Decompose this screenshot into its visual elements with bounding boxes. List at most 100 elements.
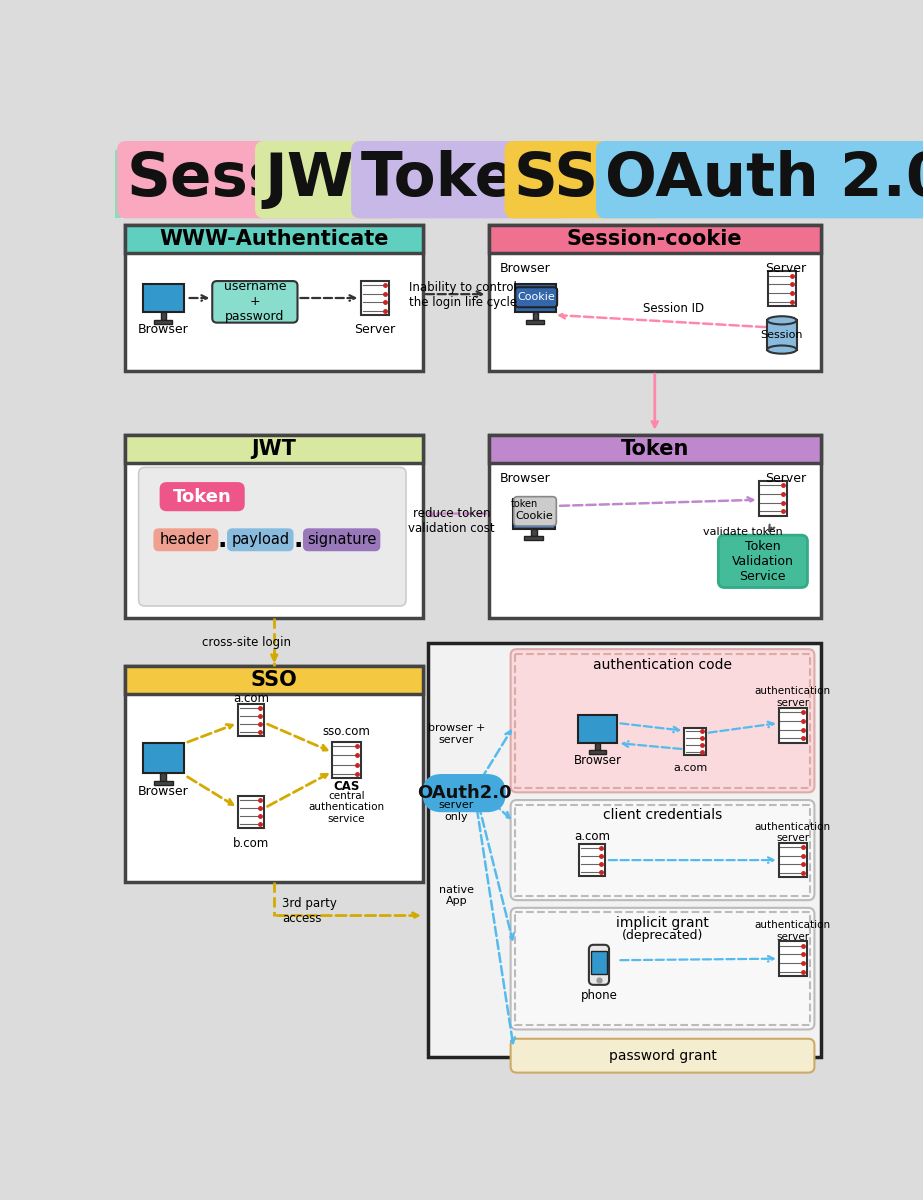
Bar — [161, 774, 166, 781]
FancyBboxPatch shape — [515, 287, 557, 307]
Text: Browser: Browser — [499, 472, 550, 485]
Text: authentication
server: authentication server — [755, 822, 831, 844]
Bar — [767, 320, 797, 349]
Bar — [515, 912, 809, 1025]
Text: Session ID: Session ID — [642, 302, 704, 314]
Text: CAS: CAS — [333, 780, 360, 793]
Bar — [578, 715, 617, 743]
Ellipse shape — [767, 317, 797, 324]
Text: header: header — [160, 533, 211, 547]
Bar — [526, 319, 545, 324]
FancyBboxPatch shape — [510, 908, 814, 1030]
Bar — [515, 283, 556, 312]
Text: Browser: Browser — [138, 785, 189, 798]
Bar — [125, 436, 423, 463]
Bar — [580, 845, 605, 876]
Text: a.com: a.com — [233, 691, 269, 704]
Text: Inability to control
the login life cycle: Inability to control the login life cycl… — [409, 281, 517, 310]
Bar — [779, 708, 807, 743]
FancyBboxPatch shape — [424, 775, 505, 811]
Bar — [125, 224, 423, 371]
Text: Browser: Browser — [499, 262, 550, 275]
Text: Session: Session — [761, 330, 803, 340]
Text: ⛹: ⛹ — [689, 193, 701, 211]
FancyBboxPatch shape — [514, 497, 557, 526]
Bar — [592, 950, 606, 974]
Text: Server: Server — [765, 472, 807, 485]
Text: token: token — [511, 499, 538, 509]
FancyBboxPatch shape — [589, 944, 609, 985]
Text: SSO: SSO — [250, 670, 297, 690]
Text: b.com: b.com — [233, 838, 270, 850]
Text: SSO: SSO — [514, 150, 651, 209]
Text: Session: Session — [126, 150, 390, 209]
Text: browser +
server: browser + server — [427, 724, 485, 745]
Text: Token: Token — [360, 150, 560, 209]
Text: implicit grant: implicit grant — [616, 917, 709, 930]
FancyBboxPatch shape — [304, 529, 379, 551]
Bar — [531, 528, 537, 536]
Bar — [515, 654, 809, 787]
Text: Token: Token — [620, 439, 689, 458]
Text: ,: , — [253, 150, 277, 209]
Text: .: . — [294, 528, 303, 552]
Bar — [161, 312, 166, 319]
Text: reduce token
validation cost: reduce token validation cost — [408, 508, 495, 535]
FancyBboxPatch shape — [718, 535, 808, 588]
Bar — [589, 750, 606, 754]
Bar — [238, 704, 264, 736]
Text: native
App: native App — [438, 884, 473, 906]
Bar — [489, 436, 821, 463]
Text: sso.com: sso.com — [322, 726, 370, 738]
Text: authentication
server: authentication server — [755, 920, 831, 942]
Bar — [125, 666, 423, 694]
Bar — [489, 224, 821, 371]
Text: JWT: JWT — [251, 439, 296, 458]
Text: WWW-Authenticate: WWW-Authenticate — [159, 229, 389, 248]
Text: .: . — [218, 528, 227, 552]
Bar — [489, 436, 821, 618]
Bar — [524, 536, 544, 540]
Text: phone: phone — [581, 990, 617, 1002]
Text: username
+
password: username + password — [223, 281, 286, 323]
Text: ,: , — [503, 150, 526, 209]
Text: OAuth 2.0: OAuth 2.0 — [605, 150, 923, 209]
Bar — [759, 481, 786, 516]
Bar — [513, 499, 555, 528]
Bar — [594, 743, 600, 750]
FancyBboxPatch shape — [510, 649, 814, 792]
FancyBboxPatch shape — [510, 1039, 814, 1073]
Text: Server: Server — [765, 262, 807, 275]
Bar — [361, 281, 389, 316]
Text: Session-cookie: Session-cookie — [567, 229, 743, 248]
Text: JWT: JWT — [264, 150, 396, 209]
Text: a.com: a.com — [574, 830, 610, 844]
Bar — [515, 805, 809, 895]
Bar — [684, 728, 706, 755]
FancyBboxPatch shape — [138, 468, 406, 606]
Text: a.com: a.com — [673, 763, 708, 773]
Bar — [154, 781, 173, 785]
Text: authentication code: authentication code — [593, 658, 732, 672]
Text: signature: signature — [307, 533, 377, 547]
Text: server
only: server only — [438, 800, 474, 822]
Text: Cookie: Cookie — [516, 511, 554, 521]
Text: ,: , — [594, 150, 617, 209]
Text: password grant: password grant — [608, 1049, 716, 1063]
Bar — [125, 666, 423, 882]
FancyBboxPatch shape — [154, 529, 218, 551]
Text: payload: payload — [232, 533, 290, 547]
FancyBboxPatch shape — [212, 281, 297, 323]
Bar — [533, 312, 538, 319]
Text: ,: , — [350, 150, 373, 209]
Text: Token
Validation
Service: Token Validation Service — [732, 540, 794, 583]
Bar — [489, 224, 821, 252]
Text: Cookie: Cookie — [517, 293, 555, 302]
Bar — [142, 744, 185, 774]
Text: Token: Token — [173, 487, 232, 505]
Text: validate token: validate token — [703, 528, 783, 538]
Text: central
authentication
service: central authentication service — [308, 791, 384, 824]
Text: authentication
server: authentication server — [755, 686, 831, 708]
Text: Server: Server — [354, 323, 396, 336]
Bar — [115, 150, 121, 218]
